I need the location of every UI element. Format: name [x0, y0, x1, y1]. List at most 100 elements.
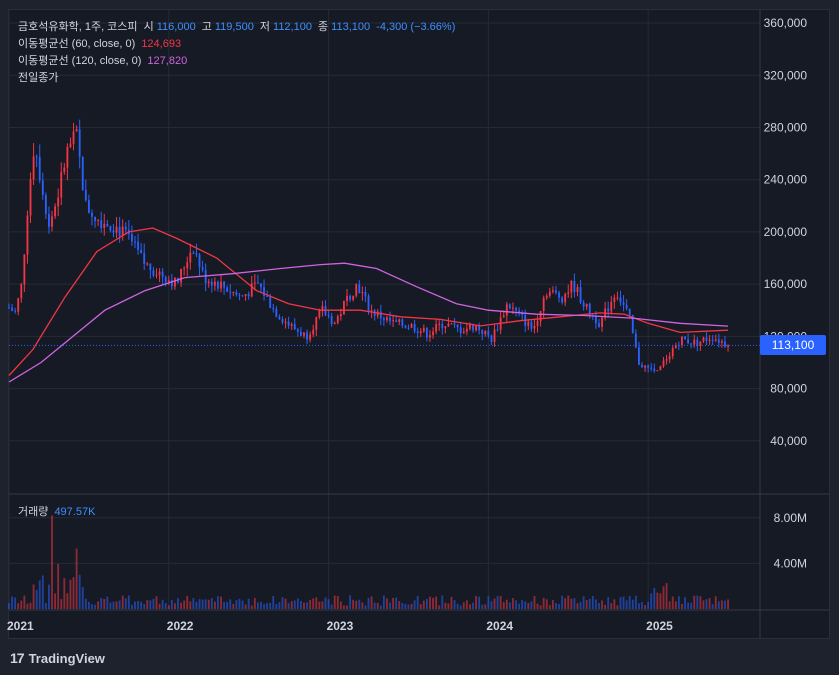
candle-body: [665, 359, 668, 361]
volume-bar: [490, 601, 493, 609]
legend-ma120-row[interactable]: 이동평균선 (120, close, 0) 127,820: [18, 54, 190, 68]
volume-bar: [177, 598, 179, 609]
legend-close-label: 종: [318, 21, 329, 33]
volume-bar: [438, 605, 441, 609]
candle-body: [564, 294, 567, 303]
volume-bar: [395, 597, 398, 609]
candle-body: [539, 311, 542, 322]
volume-bar: [570, 598, 573, 609]
candle-body: [607, 308, 610, 312]
volume-bar: [213, 601, 216, 609]
candle-body: [293, 324, 296, 330]
tradingview-logo-icon: 17: [10, 650, 25, 666]
volume-bar: [364, 605, 367, 609]
candle-body: [398, 319, 401, 322]
volume-bar: [321, 601, 324, 609]
legend-volume-row[interactable]: 거래량 497.57K: [18, 505, 98, 519]
candle-body: [35, 156, 38, 158]
candle-body: [355, 284, 358, 296]
candle-body: [536, 321, 539, 326]
candle-body: [478, 325, 481, 331]
legend-ma60-label: 이동평균선 (60, close, 0): [18, 38, 136, 50]
candle-body: [502, 315, 505, 318]
candle-body: [115, 226, 118, 233]
volume-bar: [616, 605, 619, 609]
candle-body: [561, 297, 564, 303]
candle-body: [456, 324, 459, 328]
volume-bar: [290, 601, 293, 609]
candle-body: [346, 295, 348, 302]
candle-body: [238, 294, 241, 296]
time-tick-label: 2022: [167, 619, 194, 633]
volume-bar: [189, 601, 192, 609]
volume-bar: [170, 599, 173, 609]
candle-body: [60, 171, 63, 198]
volume-bar: [386, 598, 388, 609]
candle-body: [269, 296, 272, 308]
candle-body: [570, 280, 573, 293]
candle-body: [386, 317, 388, 321]
volume-bar: [613, 599, 616, 609]
volume-bar: [72, 577, 75, 609]
candle-body: [641, 364, 643, 368]
volume-bar: [650, 593, 653, 609]
candle-body: [134, 241, 136, 243]
volume-bar: [404, 603, 407, 609]
time-tick-label: 2024: [486, 619, 513, 633]
volume-bar: [622, 596, 625, 609]
volume-bar: [435, 596, 438, 609]
candle-body: [681, 336, 683, 346]
candle-body: [281, 319, 284, 323]
legend-ma60-row[interactable]: 이동평균선 (60, close, 0) 124,693: [18, 37, 184, 51]
volume-bar: [210, 597, 213, 609]
legend-ma120-value: 127,820: [147, 55, 188, 67]
volume-bar: [87, 601, 90, 609]
candle-body: [266, 295, 269, 297]
candle-body: [330, 315, 333, 325]
candle-body: [631, 315, 634, 334]
candle-body: [306, 332, 308, 340]
candle-body: [545, 295, 548, 298]
volume-bar: [419, 604, 422, 609]
candle-body: [23, 254, 26, 285]
candle-body: [29, 179, 32, 216]
candle-body: [576, 287, 579, 293]
volume-bar: [127, 595, 130, 609]
time-tick-label: 2021: [7, 619, 34, 633]
volume-bar: [226, 601, 229, 609]
candle-body: [521, 312, 524, 316]
candle-body: [247, 294, 250, 297]
volume-bar: [63, 578, 66, 609]
volume-bar: [429, 596, 431, 609]
volume-bar: [481, 604, 484, 609]
candle-body: [690, 343, 693, 345]
volume-bar: [690, 602, 693, 609]
candle-body: [109, 226, 112, 231]
legend-prev-close-row[interactable]: 전일종가: [18, 71, 61, 85]
legend-ma60-value: 124,693: [141, 38, 182, 50]
volume-bar: [447, 603, 450, 609]
volume-bar: [299, 600, 302, 609]
volume-bar: [542, 597, 545, 609]
volume-bar: [496, 596, 499, 609]
legend-high-label: 고: [201, 21, 212, 33]
legend-high: 119,500: [214, 21, 254, 33]
volume-bar: [699, 596, 702, 609]
candle-body: [97, 220, 100, 222]
candle-body: [170, 280, 173, 287]
candle-body: [619, 297, 622, 303]
candle-body: [616, 297, 619, 299]
candle-body: [140, 249, 143, 254]
candle-body: [696, 339, 699, 346]
candle-body: [192, 252, 195, 254]
candle-body: [244, 294, 247, 296]
candle-body: [38, 156, 41, 181]
volume-bar: [425, 598, 428, 609]
volume-bar: [137, 601, 139, 609]
brand[interactable]: 17 TradingView: [10, 648, 105, 668]
volume-bar: [671, 596, 674, 609]
candle-body: [644, 365, 646, 368]
legend-open: 116,000: [156, 21, 196, 33]
volume-bar: [539, 605, 542, 609]
